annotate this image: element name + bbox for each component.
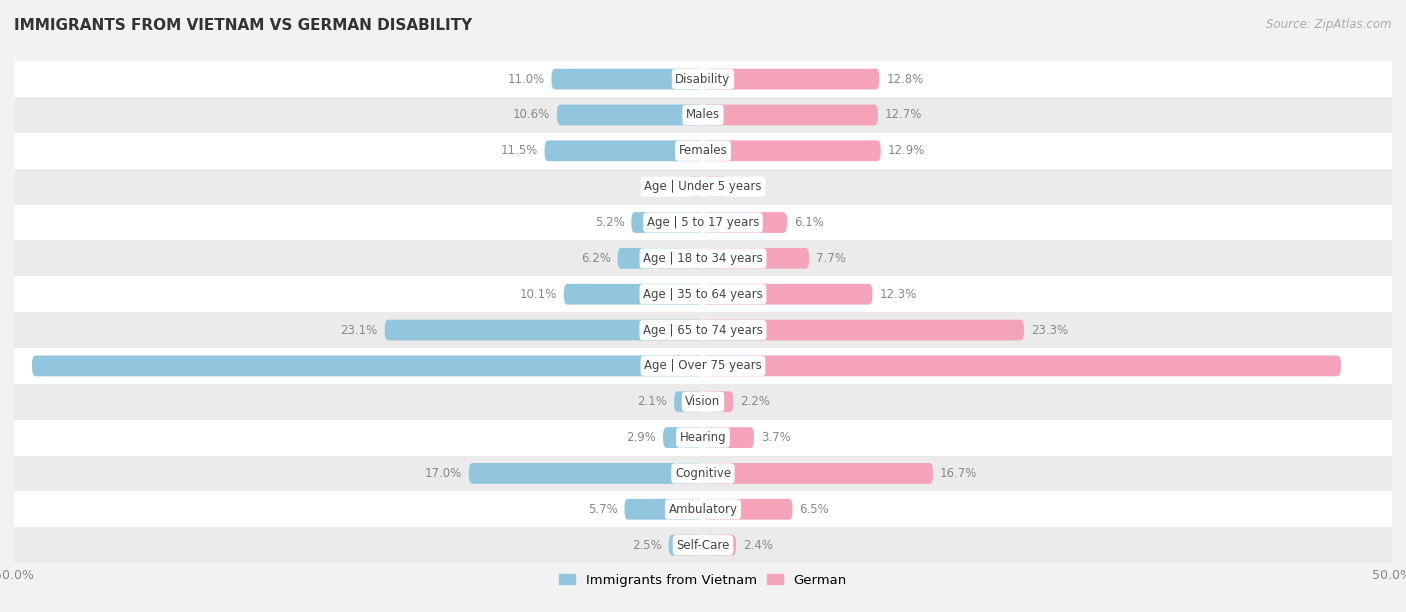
Text: 12.3%: 12.3% <box>879 288 917 300</box>
Text: 12.7%: 12.7% <box>884 108 922 121</box>
Text: Ambulatory: Ambulatory <box>668 503 738 516</box>
FancyBboxPatch shape <box>703 69 879 89</box>
Text: 46.3%: 46.3% <box>714 359 751 372</box>
FancyBboxPatch shape <box>703 140 880 161</box>
FancyBboxPatch shape <box>14 491 1392 527</box>
FancyBboxPatch shape <box>703 319 1024 340</box>
Text: Age | 18 to 34 years: Age | 18 to 34 years <box>643 252 763 265</box>
Text: 6.1%: 6.1% <box>794 216 824 229</box>
Text: 10.6%: 10.6% <box>513 108 550 121</box>
FancyBboxPatch shape <box>703 391 734 412</box>
FancyBboxPatch shape <box>703 463 934 484</box>
FancyBboxPatch shape <box>664 427 703 448</box>
FancyBboxPatch shape <box>703 176 727 197</box>
Text: 2.4%: 2.4% <box>742 539 773 551</box>
Text: 6.2%: 6.2% <box>581 252 610 265</box>
Text: Vision: Vision <box>685 395 721 408</box>
FancyBboxPatch shape <box>617 248 703 269</box>
FancyBboxPatch shape <box>703 105 877 125</box>
Text: 2.2%: 2.2% <box>740 395 770 408</box>
Text: 6.5%: 6.5% <box>800 503 830 516</box>
FancyBboxPatch shape <box>669 535 703 556</box>
FancyBboxPatch shape <box>703 248 808 269</box>
FancyBboxPatch shape <box>703 284 873 305</box>
Text: 2.5%: 2.5% <box>631 539 662 551</box>
Text: 23.1%: 23.1% <box>340 324 378 337</box>
FancyBboxPatch shape <box>14 169 1392 204</box>
FancyBboxPatch shape <box>564 284 703 305</box>
FancyBboxPatch shape <box>624 499 703 520</box>
FancyBboxPatch shape <box>468 463 703 484</box>
Text: 11.0%: 11.0% <box>508 73 544 86</box>
Text: 5.7%: 5.7% <box>588 503 617 516</box>
FancyBboxPatch shape <box>631 212 703 233</box>
FancyBboxPatch shape <box>703 499 793 520</box>
Text: 2.9%: 2.9% <box>626 431 657 444</box>
Text: 17.0%: 17.0% <box>425 467 461 480</box>
Text: Age | 65 to 74 years: Age | 65 to 74 years <box>643 324 763 337</box>
Text: 3.7%: 3.7% <box>761 431 790 444</box>
Text: Age | Under 5 years: Age | Under 5 years <box>644 180 762 193</box>
Text: 1.1%: 1.1% <box>651 180 681 193</box>
FancyBboxPatch shape <box>703 356 1341 376</box>
FancyBboxPatch shape <box>14 241 1392 276</box>
Text: 48.7%: 48.7% <box>655 359 692 372</box>
FancyBboxPatch shape <box>14 204 1392 241</box>
Text: Females: Females <box>679 144 727 157</box>
FancyBboxPatch shape <box>673 391 703 412</box>
FancyBboxPatch shape <box>544 140 703 161</box>
Text: Age | Over 75 years: Age | Over 75 years <box>644 359 762 372</box>
Text: 7.7%: 7.7% <box>815 252 846 265</box>
Text: Self-Care: Self-Care <box>676 539 730 551</box>
Text: Age | 35 to 64 years: Age | 35 to 64 years <box>643 288 763 300</box>
Text: 2.1%: 2.1% <box>637 395 668 408</box>
FancyBboxPatch shape <box>14 384 1392 420</box>
FancyBboxPatch shape <box>14 276 1392 312</box>
Text: 12.8%: 12.8% <box>886 73 924 86</box>
FancyBboxPatch shape <box>14 420 1392 455</box>
Text: Males: Males <box>686 108 720 121</box>
FancyBboxPatch shape <box>688 176 703 197</box>
FancyBboxPatch shape <box>14 312 1392 348</box>
Text: Age | 5 to 17 years: Age | 5 to 17 years <box>647 216 759 229</box>
Text: 11.5%: 11.5% <box>501 144 537 157</box>
FancyBboxPatch shape <box>385 319 703 340</box>
Text: 23.3%: 23.3% <box>1031 324 1069 337</box>
FancyBboxPatch shape <box>14 133 1392 169</box>
FancyBboxPatch shape <box>703 535 737 556</box>
FancyBboxPatch shape <box>14 348 1392 384</box>
Text: IMMIGRANTS FROM VIETNAM VS GERMAN DISABILITY: IMMIGRANTS FROM VIETNAM VS GERMAN DISABI… <box>14 18 472 34</box>
Text: 1.7%: 1.7% <box>734 180 763 193</box>
FancyBboxPatch shape <box>703 427 754 448</box>
FancyBboxPatch shape <box>14 97 1392 133</box>
Legend: Immigrants from Vietnam, German: Immigrants from Vietnam, German <box>560 573 846 586</box>
Text: Source: ZipAtlas.com: Source: ZipAtlas.com <box>1267 18 1392 31</box>
FancyBboxPatch shape <box>14 527 1392 563</box>
Text: 10.1%: 10.1% <box>520 288 557 300</box>
FancyBboxPatch shape <box>14 455 1392 491</box>
Text: 12.9%: 12.9% <box>887 144 925 157</box>
FancyBboxPatch shape <box>703 212 787 233</box>
Text: 5.2%: 5.2% <box>595 216 624 229</box>
Text: Cognitive: Cognitive <box>675 467 731 480</box>
FancyBboxPatch shape <box>551 69 703 89</box>
Text: 16.7%: 16.7% <box>941 467 977 480</box>
FancyBboxPatch shape <box>557 105 703 125</box>
FancyBboxPatch shape <box>32 356 703 376</box>
Text: Disability: Disability <box>675 73 731 86</box>
FancyBboxPatch shape <box>14 61 1392 97</box>
Text: Hearing: Hearing <box>679 431 727 444</box>
